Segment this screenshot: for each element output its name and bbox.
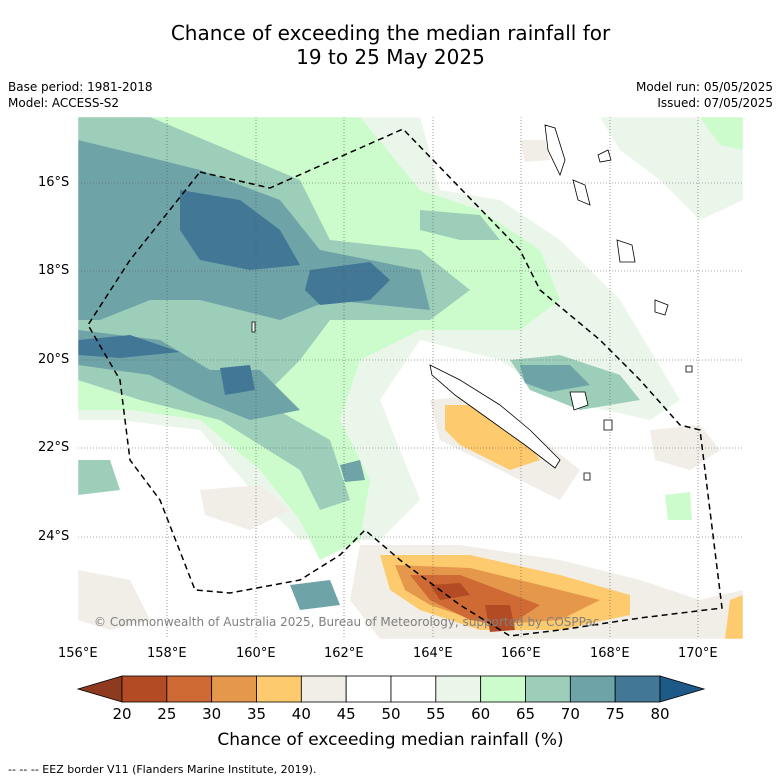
lon-label-160e: 160°E: [236, 646, 276, 661]
colorbar-swatch: [390, 675, 437, 703]
lon-label-166e: 166°E: [501, 646, 541, 661]
lat-label-22s: 22°S: [38, 440, 70, 455]
colorbar-tick-label: 40: [291, 705, 311, 723]
colorbar-tick-label: 80: [650, 705, 670, 723]
colorbar-tick-label: 75: [605, 705, 625, 723]
colorbar-tick-label: 65: [515, 705, 536, 723]
copyright-text: © Commonwealth of Australia 2025, Bureau…: [94, 615, 599, 629]
colorbar-swatch: [435, 675, 482, 703]
lon-label-164e: 164°E: [413, 646, 453, 661]
colorbar-swatch: [121, 675, 168, 703]
lat-label-24s: 24°S: [38, 529, 70, 544]
colorbar-title: Chance of exceeding median rainfall (%): [217, 730, 564, 750]
colorbar-swatch: [480, 675, 526, 703]
colorbar-tick-label: 35: [246, 705, 267, 723]
issued-date: Issued: 07/05/2025: [657, 96, 773, 110]
base-period: Base period: 1981-2018: [8, 80, 153, 94]
colorbar-tick-label: 50: [381, 705, 401, 723]
map-title-line1: Chance of exceeding the median rainfall …: [170, 21, 611, 45]
colorbar-swatch: [614, 675, 661, 703]
colorbar-tick-label: 55: [426, 705, 446, 723]
colorbar-swatch: [256, 675, 302, 703]
model-name: Model: ACCESS-S2: [8, 96, 120, 110]
coastlines: [251, 124, 693, 481]
colorbar-swatch: [166, 675, 213, 703]
graticule: [78, 117, 743, 639]
lat-label-20s: 20°S: [38, 352, 70, 367]
eez-border: [87, 128, 723, 637]
colorbar-swatch: [569, 675, 616, 703]
colorbar-tick-label: 20: [112, 705, 132, 723]
colorbar-tick-label: 30: [202, 705, 222, 723]
run-info: Model run: 05/05/2025 Issued: 07/05/2025: [636, 79, 773, 111]
colorbar-tick-label: 25: [157, 705, 177, 723]
colorbar-tick-label: 70: [560, 705, 580, 723]
lat-label-16s: 16°S: [38, 175, 70, 190]
contour-fill: [78, 117, 743, 639]
colorbar-swatch: [345, 675, 392, 703]
lon-label-158e: 158°E: [147, 646, 187, 661]
model-run-date: Model run: 05/05/2025: [635, 80, 773, 94]
map-title-line2: 19 to 25 May 2025: [296, 45, 485, 69]
eez-legend-note: -- -- -- EEZ border V11 (Flanders Marine…: [8, 763, 317, 776]
colorbar-swatch: [211, 675, 257, 703]
lon-label-168e: 168°E: [590, 646, 630, 661]
colorbar-arrow-high: [659, 675, 706, 703]
colorbar-arrow-low: [76, 675, 123, 703]
colorbar: [76, 675, 706, 703]
lat-label-18s: 18°S: [38, 263, 70, 278]
model-info: Base period: 1981-2018 Model: ACCESS-S2: [8, 79, 153, 111]
lon-label-170e: 170°E: [678, 646, 718, 661]
colorbar-swatch: [300, 675, 347, 703]
lon-label-156e: 156°E: [58, 646, 98, 661]
colorbar-swatch: [525, 675, 571, 703]
colorbar-tick-label: 60: [471, 705, 491, 723]
lon-label-162e: 162°E: [324, 646, 364, 661]
colorbar-tick-label: 45: [336, 705, 356, 723]
